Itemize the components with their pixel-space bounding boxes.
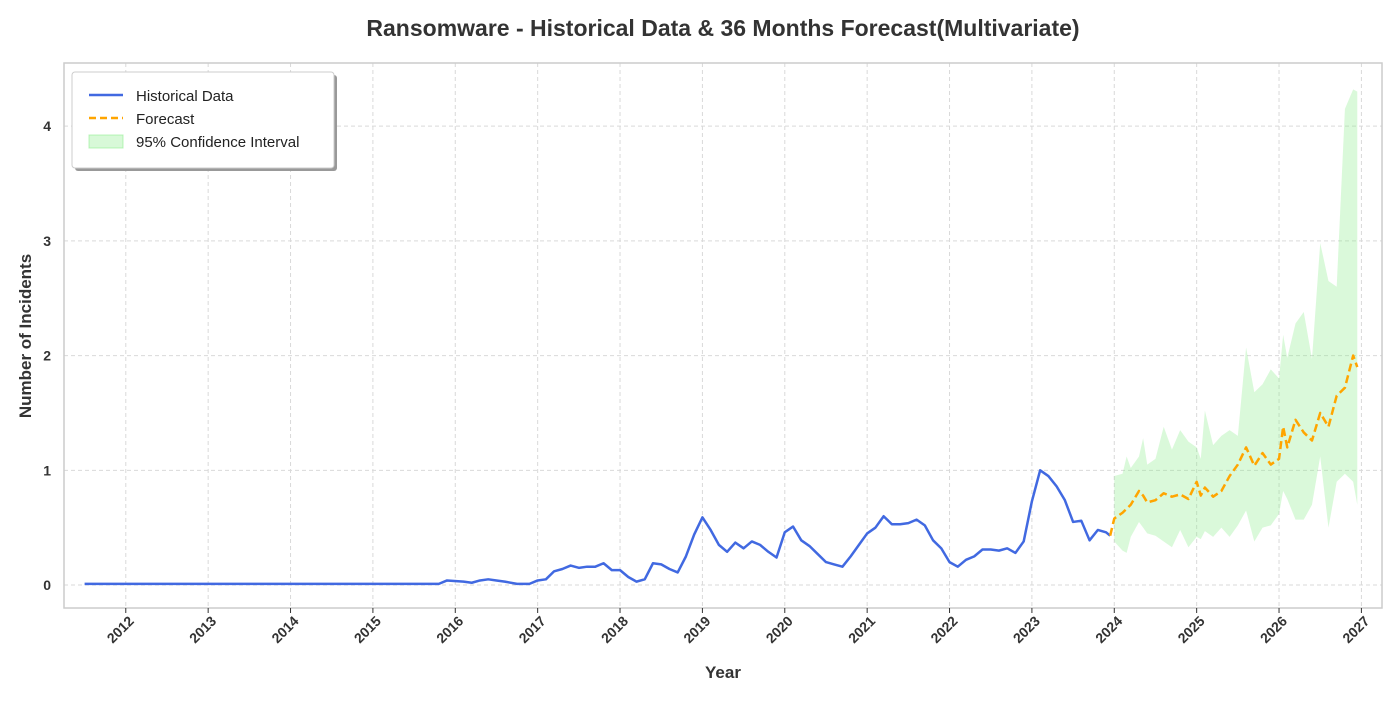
forecast-series-line	[1108, 354, 1359, 537]
legend: Historical Data Forecast 95% Confidence …	[71, 71, 337, 171]
x-tick-label: 2020	[763, 613, 796, 646]
y-tick-labels: 0 1 2 3 4	[43, 118, 51, 593]
x-tick-label: 2025	[1174, 613, 1207, 646]
x-tick-label: 2018	[598, 613, 631, 646]
x-tick-labels: 2012 2013 2014 2015 2016 2017 2018 2019 2020 2021…	[104, 608, 1373, 646]
x-tick-label: 2014	[268, 613, 301, 646]
x-tick-label: 2024	[1092, 613, 1125, 646]
legend-historical-label: Historical Data	[136, 88, 234, 105]
legend-box	[71, 71, 335, 169]
legend-confidence-label: 95% Confidence Interval	[136, 134, 299, 151]
y-tick-label: 4	[43, 118, 51, 134]
x-tick-label: 2022	[927, 613, 960, 646]
x-axis-label: Year	[705, 663, 741, 682]
y-axis-label: Number of Incidents	[16, 254, 35, 418]
x-tick-label: 2015	[351, 613, 384, 646]
x-tick-label: 2016	[433, 613, 466, 646]
x-tick-label: 2012	[104, 613, 137, 646]
x-tick-label: 2023	[1010, 613, 1043, 646]
x-tick-label: 2021	[845, 613, 878, 646]
y-tick-label: 0	[43, 577, 51, 593]
confidence-band-layer	[1114, 89, 1358, 553]
x-tick-label: 2017	[515, 613, 548, 646]
x-tick-label: 2019	[680, 613, 713, 646]
confidence-band	[1114, 89, 1358, 553]
plot-frame	[63, 62, 1383, 609]
x-tick-label: 2013	[186, 613, 219, 646]
series-lines-layer	[84, 354, 1359, 586]
historical-series-line	[84, 469, 1111, 586]
y-tick-label: 2	[43, 348, 51, 364]
y-tick-label: 3	[43, 233, 51, 249]
legend-confidence-swatch	[88, 134, 124, 149]
chart-title: Ransomware - Historical Data & 36 Months…	[366, 15, 1079, 41]
x-tick-label: 2027	[1339, 613, 1372, 646]
y-tick-label: 1	[43, 462, 51, 478]
x-tick-label: 2026	[1257, 613, 1290, 646]
legend-forecast-label: Forecast	[136, 111, 195, 128]
